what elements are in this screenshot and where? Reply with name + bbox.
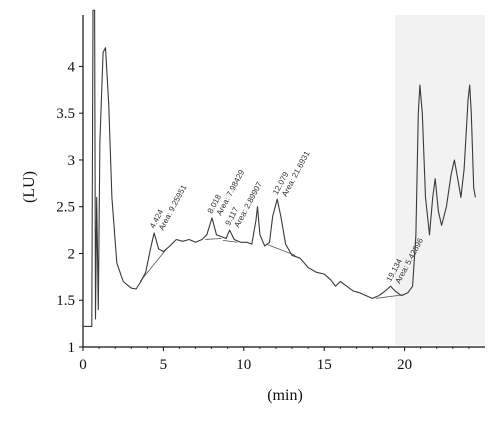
y-tick-label: 2.5 [56,200,75,216]
y-tick-label: 4 [68,59,76,75]
x-tick-label: 5 [160,357,168,373]
x-tick-label: 0 [79,357,87,373]
y-axis-label: (LU) [21,171,38,203]
y-tick-label: 1 [68,340,76,356]
y-tick-label: 3 [68,153,76,169]
x-tick-label: 20 [397,357,412,373]
scan-shade-right [395,15,485,345]
y-tick-label: 3.5 [56,106,75,122]
y-tick-label: 1.5 [56,293,75,309]
x-tick-label: 10 [236,357,251,373]
x-tick-label: 15 [317,357,332,373]
x-axis-label: (min) [267,387,303,404]
y-tick-label: 2 [68,246,76,262]
